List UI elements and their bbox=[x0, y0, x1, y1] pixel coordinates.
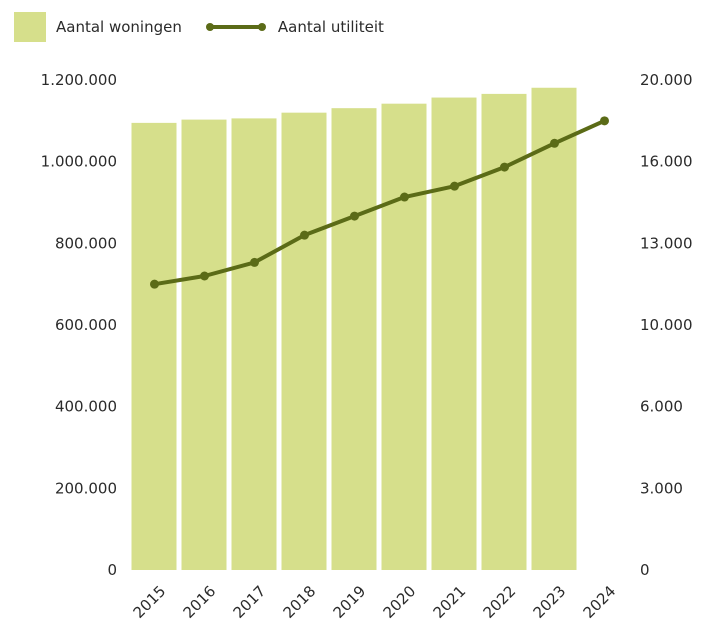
y-left-tick-label: 800.000 bbox=[55, 234, 117, 252]
line-point-2017 bbox=[250, 257, 259, 267]
bar-2020 bbox=[381, 103, 427, 570]
line-point-2018 bbox=[300, 230, 309, 240]
y-right-tick-label: 13.000 bbox=[640, 234, 693, 252]
y-axis-right: 0 3.000 6.000 10.000 13.000 16.000 20.000 bbox=[640, 71, 693, 579]
bar-2015 bbox=[131, 122, 177, 570]
line-point-2015 bbox=[150, 279, 159, 289]
x-tick-label: 2023 bbox=[530, 582, 570, 622]
x-tick-label: 2019 bbox=[330, 582, 370, 622]
legend-line-swatch bbox=[205, 20, 266, 34]
bar-2019 bbox=[331, 108, 377, 571]
bar-2023 bbox=[531, 87, 577, 570]
bar-2018 bbox=[281, 112, 327, 571]
x-tick-label: 2022 bbox=[480, 582, 520, 622]
y-axis-left: 0 200.000 400.000 600.000 800.000 1.000.000 1.… bbox=[41, 71, 117, 579]
y-left-tick-label: 0 bbox=[107, 561, 117, 579]
legend-label-utiliteit: Aantal utiliteit bbox=[277, 18, 384, 36]
x-tick-label: 2018 bbox=[280, 582, 320, 622]
x-tick-label: 2020 bbox=[380, 582, 420, 622]
line-path bbox=[152, 118, 607, 287]
x-tick-label: 2024 bbox=[580, 582, 620, 622]
y-left-tick-label: 400.000 bbox=[55, 398, 117, 416]
line-point-2020 bbox=[400, 192, 409, 202]
y-left-tick-label: 1.000.000 bbox=[41, 153, 117, 171]
line-point-2021 bbox=[450, 181, 459, 191]
x-tick-label: 2016 bbox=[180, 582, 220, 622]
line-series bbox=[150, 116, 609, 289]
y-right-tick-label: 3.000 bbox=[640, 479, 683, 497]
legend: Aantal woningen Aantal utiliteit bbox=[14, 11, 408, 43]
x-tick-label: 2017 bbox=[230, 582, 270, 622]
y-right-tick-label: 16.000 bbox=[640, 153, 693, 171]
legend-bar-swatch bbox=[14, 12, 46, 42]
x-tick-label: 2021 bbox=[430, 582, 470, 622]
bar-2021 bbox=[431, 97, 477, 570]
line-point-2022 bbox=[500, 162, 509, 172]
line-point-2024 bbox=[600, 116, 609, 126]
legend-label-woningen: Aantal woningen bbox=[56, 18, 182, 36]
y-right-tick-label: 0 bbox=[640, 561, 650, 579]
y-right-tick-label: 6.000 bbox=[640, 398, 683, 416]
y-right-tick-label: 10.000 bbox=[640, 316, 693, 334]
bar-2017 bbox=[231, 118, 277, 570]
x-tick-label: 2015 bbox=[130, 582, 170, 622]
legend-item-utiliteit: Aantal utiliteit bbox=[205, 18, 384, 36]
line-point-2016 bbox=[200, 271, 209, 281]
bar-2016 bbox=[181, 119, 227, 570]
x-axis: 2015 2016 2017 2018 2019 2020 2021 2022 2023 2024 bbox=[130, 582, 620, 622]
y-left-tick-label: 200.000 bbox=[55, 479, 117, 497]
y-left-tick-label: 600.000 bbox=[55, 316, 117, 334]
bar-series bbox=[131, 87, 577, 571]
line-point-2019 bbox=[350, 211, 359, 221]
legend-item-woningen: Aantal woningen bbox=[14, 12, 182, 42]
line-point-2023 bbox=[550, 138, 559, 148]
y-left-tick-label: 1.200.000 bbox=[41, 71, 117, 89]
y-right-tick-label: 20.000 bbox=[640, 71, 693, 89]
